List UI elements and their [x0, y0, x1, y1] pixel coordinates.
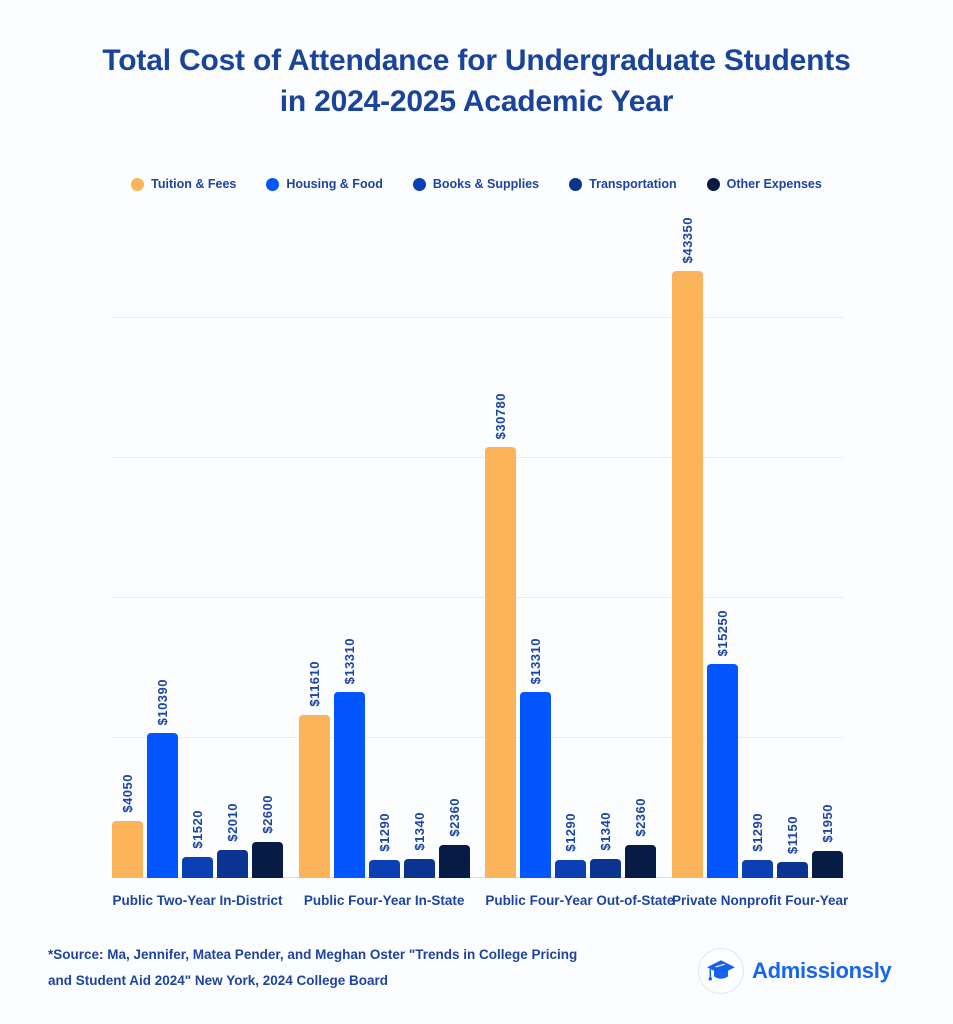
legend-label: Tuition & Fees: [151, 177, 237, 191]
chart-legend: Tuition & Fees Housing & Food Books & Supp…: [0, 177, 953, 191]
bar-value-label-wrap: $15250: [677, 610, 768, 664]
source-note-line2: and Student Aid 2024" New York, 2024 Col…: [48, 973, 388, 988]
legend-dot-icon: [412, 177, 426, 191]
legend-item: Transportation: [569, 177, 677, 191]
bar-value-label: $13310: [341, 637, 357, 684]
source-note-line1: *Source: Ma, Jennifer, Matea Pender, and…: [48, 947, 578, 962]
bar-value-label: $10390: [155, 678, 170, 725]
page-title-line2: in 2024-2025 Academic Year: [279, 85, 674, 118]
bar: $1340: [590, 812, 622, 878]
bar: $1290: [368, 813, 400, 878]
category-label: Public Four-Year In-State: [303, 893, 465, 908]
legend-item: Books & Supplies: [412, 177, 540, 191]
bar-value-label-wrap: $10390: [117, 679, 208, 733]
source-note: *Source: Ma, Jennifer, Matea Pender, and…: [48, 942, 577, 994]
bar: $30780: [485, 393, 517, 878]
bar-group: $4050 $10390 $1520 $2010 $2600: [112, 679, 283, 878]
bar: $10390: [147, 679, 178, 878]
bar-value-label: $15250: [714, 609, 730, 656]
x-axis-line: [112, 877, 843, 878]
legend-dot-icon: [706, 177, 720, 191]
bar: $13310: [333, 638, 365, 878]
bar-value-label-wrap: $1950: [782, 804, 873, 851]
brand-logo-text: Admissionsly: [752, 958, 892, 983]
legend-dot-icon: [266, 177, 280, 191]
bar: $13310: [520, 638, 552, 878]
bar-group: $43350 $15250 $1290 $1150 $1950: [671, 217, 843, 878]
category-label: Public Four-Year Out-of-State: [485, 893, 675, 908]
x-axis-category-labels: Public Two-Year In-District Public Four-Y…: [112, 893, 849, 908]
page-title: Total Cost of Attendance for Undergradua…: [0, 40, 953, 122]
bar: $15250: [706, 610, 738, 878]
bar: $2010: [217, 803, 248, 878]
category-label: Public Two-Year In-District: [112, 893, 283, 908]
gridline: [112, 597, 843, 598]
bar-value-label: $1950: [819, 804, 835, 843]
legend-item: Other Expenses: [706, 177, 822, 191]
bar-value-label-wrap: $43350: [642, 217, 733, 271]
bar-value-label: $2360: [446, 798, 462, 837]
bar-value-label-wrap: $30780: [455, 393, 546, 447]
bar: $1340: [403, 812, 435, 878]
bar: $43350: [671, 217, 703, 878]
plot-area: $4050 $10390 $1520 $2010 $2600 $11610 $13310 $1…: [112, 217, 843, 878]
bar-groups: $4050 $10390 $1520 $2010 $2600 $11610 $13310 $1…: [112, 217, 843, 878]
bar-value-label: $2600: [260, 795, 275, 834]
legend-label: Housing & Food: [286, 177, 383, 191]
bar-group: $30780 $13310 $1290 $1340 $2360: [485, 393, 657, 878]
category-label: Private Nonprofit Four-Year: [671, 893, 849, 908]
bar: $11610: [298, 661, 330, 878]
bar-value-label: $30780: [493, 392, 509, 439]
bar: $1290: [555, 813, 587, 878]
legend-label: Other Expenses: [726, 177, 822, 191]
bar-value-label: $4050: [120, 774, 135, 813]
legend-label: Transportation: [589, 177, 677, 191]
bar-group: $11610 $13310 $1290 $1340 $2360: [298, 638, 470, 878]
bar: $2360: [438, 798, 470, 878]
legend-dot-icon: [569, 177, 583, 191]
bar: $1950: [811, 804, 843, 878]
bar-value-label: $2360: [633, 798, 649, 837]
legend-dot-icon: [131, 177, 145, 191]
bar: $1290: [741, 813, 773, 878]
bar-value-label: $13310: [528, 637, 544, 684]
bar-value-label: $43350: [679, 216, 695, 263]
bar: $1520: [182, 810, 213, 878]
bar: $1150: [776, 816, 808, 878]
legend-item: Tuition & Fees: [131, 177, 236, 191]
page-title-line1: Total Cost of Attendance for Undergradua…: [102, 44, 851, 77]
gridline: [112, 737, 843, 738]
legend-label: Books & Supplies: [432, 177, 540, 191]
legend-item: Housing & Food: [266, 177, 383, 191]
bar-value-label-wrap: $13310: [304, 638, 395, 692]
bar: $4050: [112, 774, 143, 878]
bar: $2600: [252, 795, 283, 878]
bar: $2360: [625, 798, 657, 878]
graduation-cap-icon: [698, 948, 744, 994]
gridline: [112, 457, 843, 458]
bar-value-label-wrap: $13310: [490, 638, 581, 692]
gridline: [112, 317, 843, 318]
brand-logo: Admissionsly: [698, 948, 892, 994]
